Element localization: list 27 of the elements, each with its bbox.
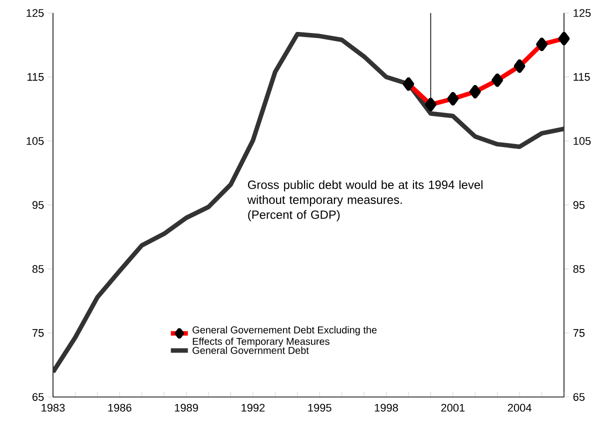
y-tick-label: 65 <box>32 393 44 401</box>
y-tick-label: 75 <box>32 329 44 337</box>
x-tick-label: 1998 <box>374 404 398 412</box>
y2-tick-label: 65 <box>573 393 585 401</box>
x-tick-label: 1989 <box>174 404 198 412</box>
annotation: (Percent of GDP) <box>248 210 340 222</box>
y2-tick-label: 95 <box>573 201 585 209</box>
y-tick-label: 95 <box>32 201 44 209</box>
x-tick-label: 1983 <box>42 404 65 412</box>
y-tick-label: 85 <box>32 265 44 273</box>
y2-tick-label: 75 <box>573 329 585 337</box>
y2-tick-label: 85 <box>573 265 585 273</box>
x-tick-label: 2004 <box>508 404 532 412</box>
y2-tick-label: 105 <box>574 137 591 145</box>
y-tick-label: 115 <box>28 73 44 81</box>
y-tick-label: 125 <box>26 9 44 17</box>
x-tick-label: 1995 <box>308 404 332 412</box>
annotation: Gross public debt would be at its 1994 level without temporary measures. <box>247 180 482 206</box>
y2-tick-label: 125 <box>574 9 591 17</box>
y-tick-label: 105 <box>26 137 44 145</box>
legend-label: General Governement Debt Excluding the Effects of Temporary Measures <box>192 326 377 347</box>
x-tick-label: 1986 <box>108 404 132 412</box>
y2-tick-label: 115 <box>574 73 590 81</box>
x-tick-label: 1992 <box>242 404 265 412</box>
line-series <box>53 32 564 374</box>
legend-label: General Government Debt <box>192 346 309 354</box>
x-tick-label: 2001 <box>441 404 465 412</box>
